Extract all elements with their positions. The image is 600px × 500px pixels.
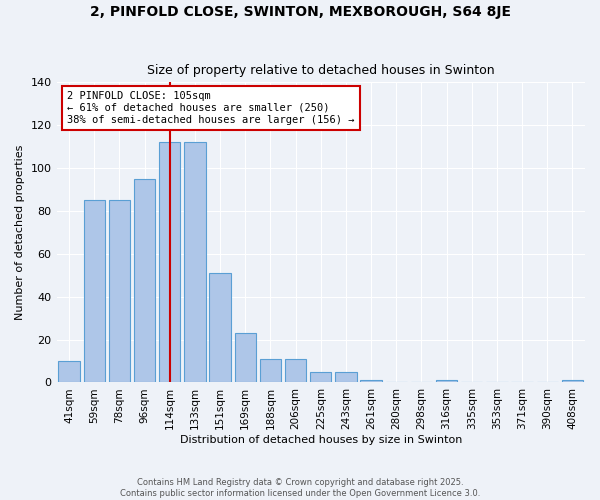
Bar	[209, 273, 231, 382]
Bar	[436, 380, 457, 382]
Bar	[109, 200, 130, 382]
Text: 2, PINFOLD CLOSE, SWINTON, MEXBOROUGH, S64 8JE: 2, PINFOLD CLOSE, SWINTON, MEXBOROUGH, S…	[89, 5, 511, 19]
Bar	[159, 142, 181, 382]
Y-axis label: Number of detached properties: Number of detached properties	[15, 144, 25, 320]
Text: 2 PINFOLD CLOSE: 105sqm
← 61% of detached houses are smaller (250)
38% of semi-d: 2 PINFOLD CLOSE: 105sqm ← 61% of detache…	[67, 92, 355, 124]
Bar	[562, 380, 583, 382]
Bar	[184, 142, 206, 382]
Bar	[235, 333, 256, 382]
Bar	[310, 372, 331, 382]
Bar	[134, 179, 155, 382]
Bar	[260, 359, 281, 382]
Bar	[83, 200, 105, 382]
Title: Size of property relative to detached houses in Swinton: Size of property relative to detached ho…	[147, 64, 494, 77]
Bar	[285, 359, 307, 382]
X-axis label: Distribution of detached houses by size in Swinton: Distribution of detached houses by size …	[179, 435, 462, 445]
Bar	[335, 372, 356, 382]
Bar	[58, 361, 80, 382]
Bar	[361, 380, 382, 382]
Text: Contains HM Land Registry data © Crown copyright and database right 2025.
Contai: Contains HM Land Registry data © Crown c…	[120, 478, 480, 498]
